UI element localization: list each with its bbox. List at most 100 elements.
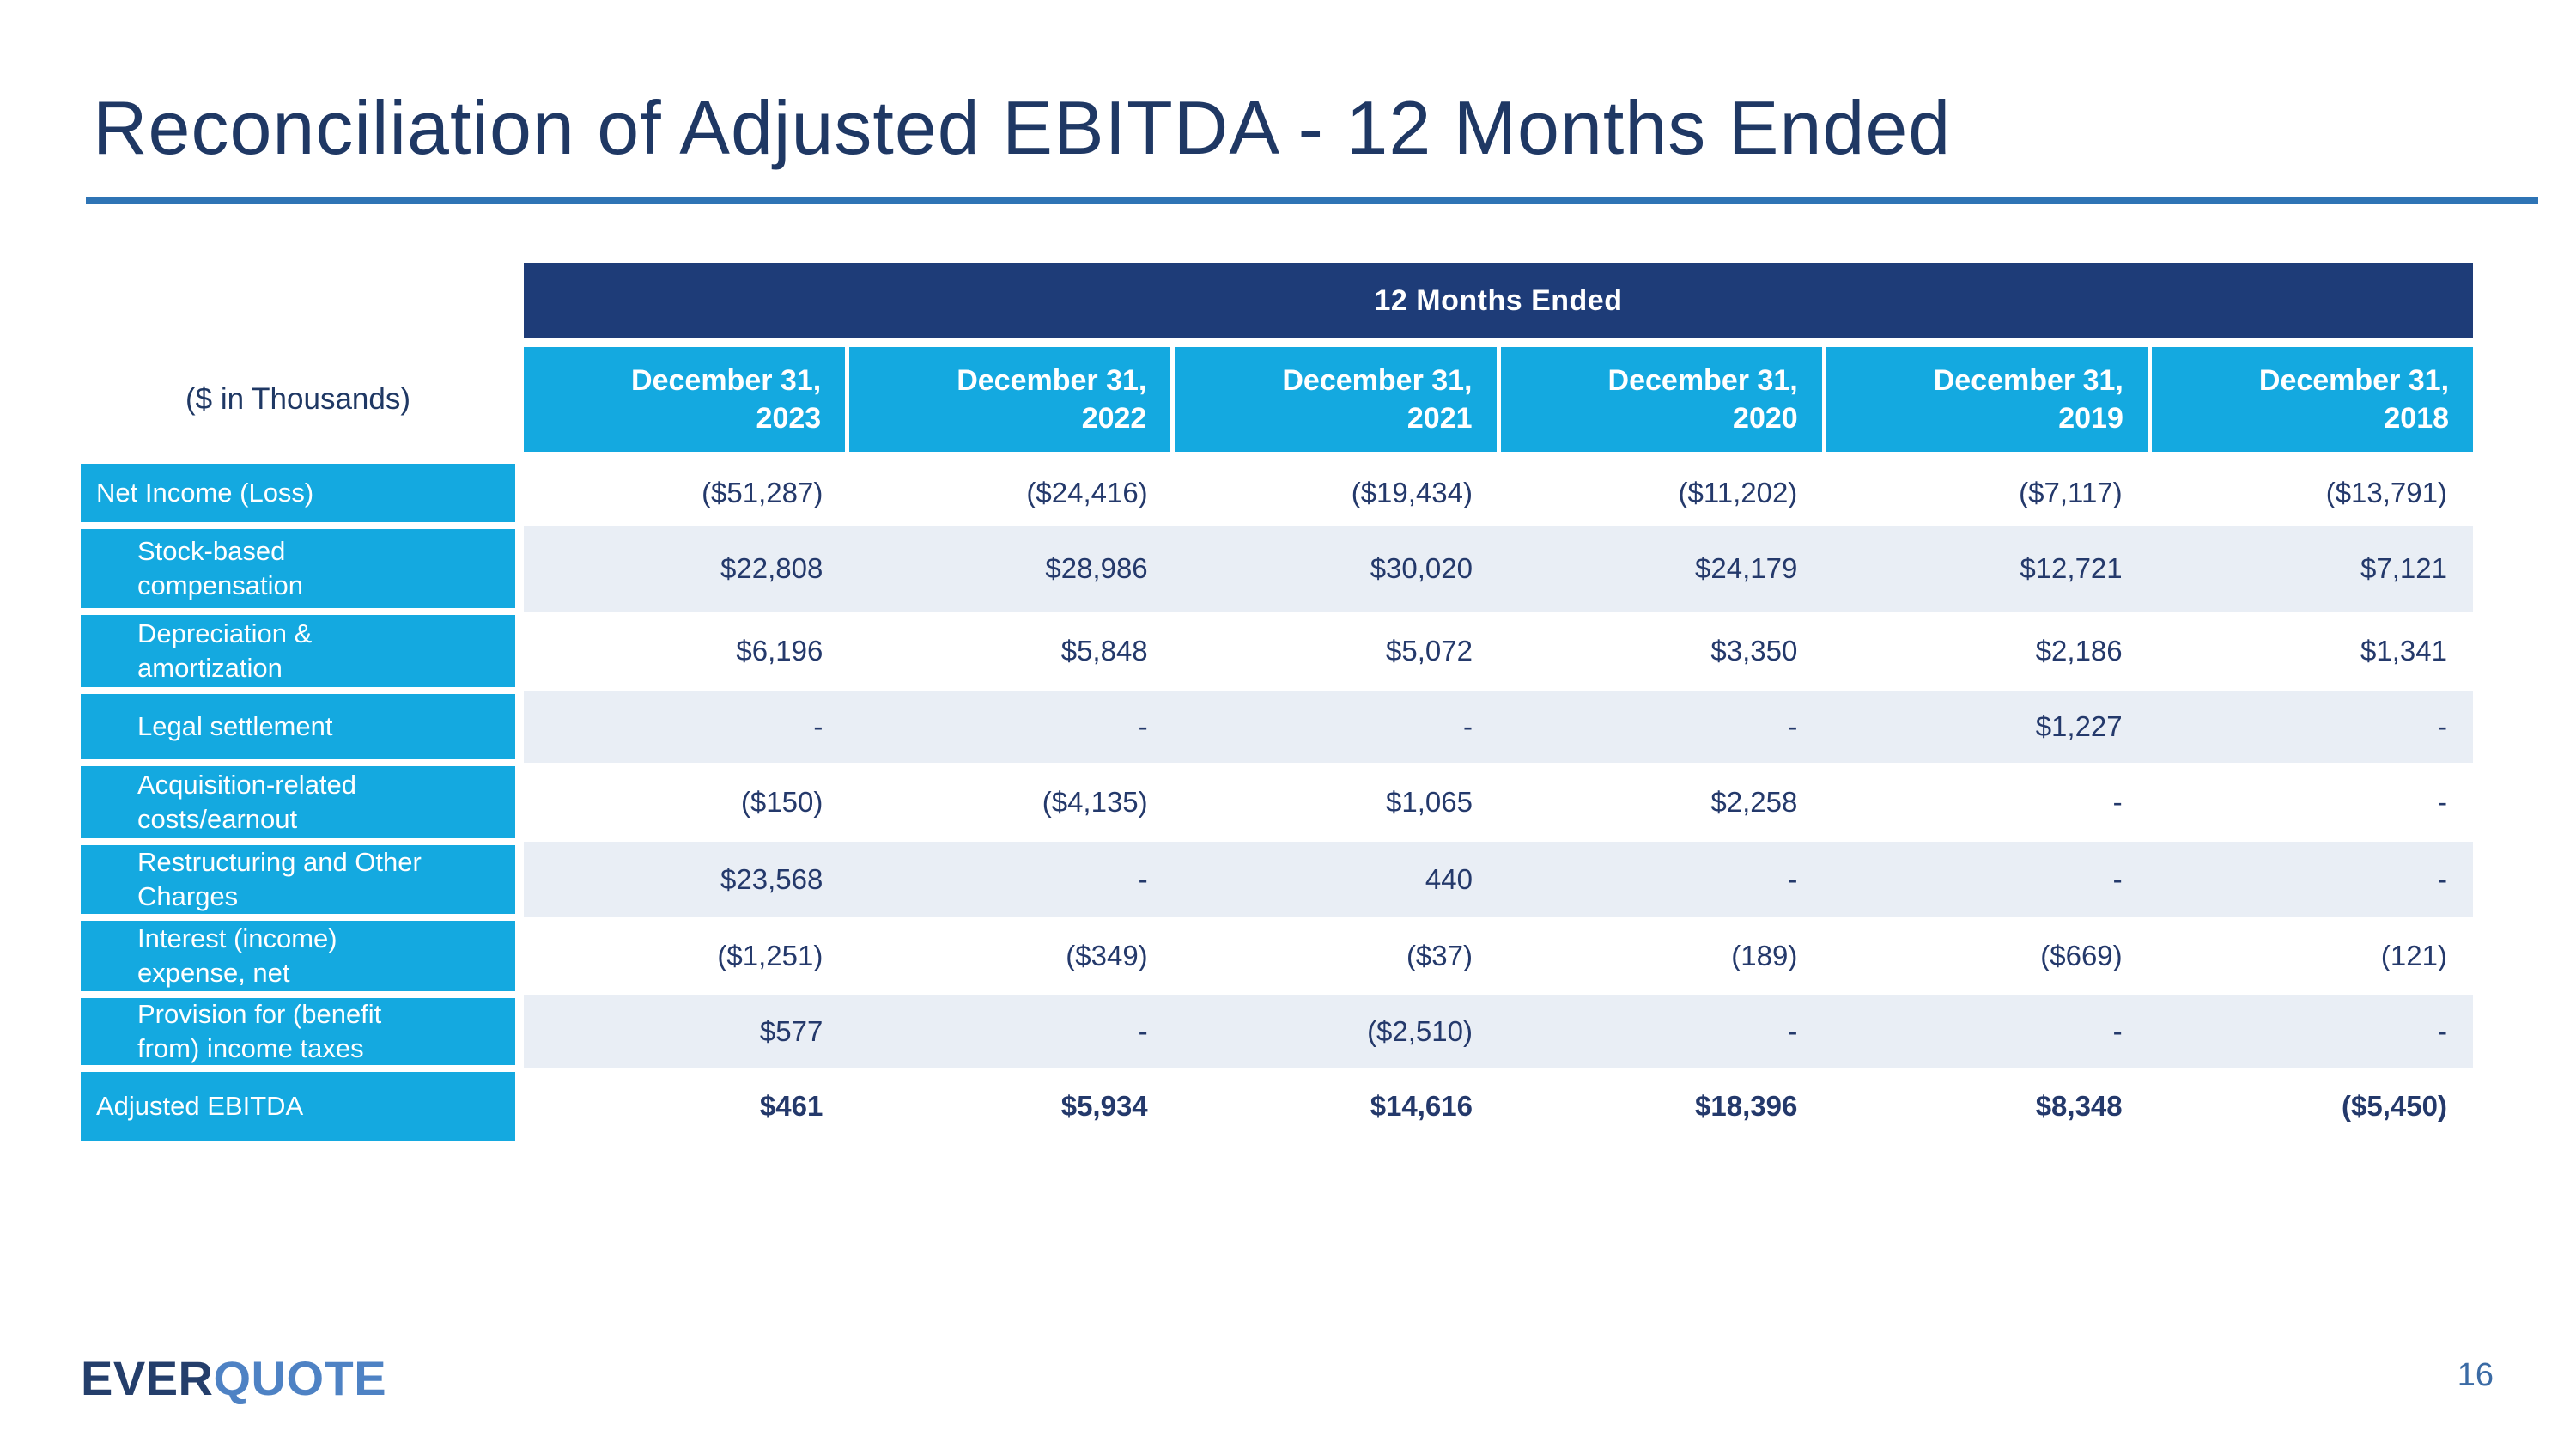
value-cell: -	[813, 710, 823, 742]
value-cell: ($24,416)	[1026, 477, 1148, 508]
value-cell: $1,065	[1386, 786, 1473, 818]
value-cell: ($1,251)	[717, 940, 823, 971]
value-cell: -	[2437, 786, 2447, 818]
column-header: December 31, 2018	[2151, 347, 2474, 452]
value-cell: $2,258	[1710, 786, 1798, 818]
row-label-cell: Legal settlement	[81, 694, 515, 759]
table-row: Legal settlement - - - - $1,227 -	[81, 691, 2473, 763]
value-cell: $6,196	[736, 635, 823, 667]
value-cell: $7,121	[2360, 552, 2447, 584]
value-cell: -	[1788, 1015, 1798, 1047]
logo-text-quote: QUOTE	[213, 1351, 387, 1405]
column-header: December 31, 2020	[1500, 347, 1822, 452]
column-headers: December 31, 2023 December 31, 2022 Decemb…	[524, 347, 2474, 452]
value-cell: $14,616	[1370, 1090, 1473, 1122]
value-cell: -	[1138, 710, 1148, 742]
page-number: 16	[2457, 1357, 2494, 1393]
table-row: Adjusted EBITDA $461 $5,934 $14,616 $18,396…	[81, 1068, 2473, 1144]
table-row: Stock-based compensation $22,808 $28,986 $…	[81, 526, 2473, 612]
value-cell: -	[2112, 863, 2123, 895]
value-cell: ($11,202)	[1678, 477, 1798, 508]
value-cell: ($19,434)	[1351, 477, 1473, 508]
value-cell: ($37)	[1406, 940, 1473, 971]
row-label-cell: Interest (income) expense, net	[81, 921, 515, 991]
value-cell: -	[2112, 1015, 2123, 1047]
table-row: Acquisition-related costs/earnout ($150)…	[81, 763, 2473, 842]
table-row: Net Income (Loss) ($51,287) ($24,416) ($19…	[81, 460, 2473, 526]
value-cell: ($2,510)	[1367, 1015, 1473, 1047]
row-label-cell: Adjusted EBITDA	[81, 1072, 515, 1141]
value-cell: -	[1138, 1015, 1148, 1047]
row-label-cell: Restructuring and Other Charges	[81, 845, 515, 914]
value-cell: $23,568	[720, 863, 823, 895]
row-values: $461 $5,934 $14,616 $18,396 $8,348 ($5,450)	[524, 1068, 2473, 1144]
value-cell: $2,186	[2035, 635, 2123, 667]
value-cell: ($51,287)	[702, 477, 823, 508]
value-cell: -	[2112, 786, 2123, 818]
column-header: December 31, 2023	[524, 347, 846, 452]
table-body: Net Income (Loss) ($51,287) ($24,416) ($19…	[81, 460, 2473, 1144]
value-cell: -	[1138, 863, 1148, 895]
table-header-row: ($ in Thousands) December 31, 2023 Decemb…	[81, 347, 2474, 452]
title-underline	[86, 197, 2538, 204]
value-cell: ($7,117)	[2019, 477, 2123, 508]
row-label-cell: Depreciation & amortization	[81, 615, 515, 687]
value-cell: -	[2437, 863, 2447, 895]
column-header: December 31, 2022	[849, 347, 1171, 452]
row-values: - - - - $1,227 -	[524, 691, 2473, 763]
value-cell: $577	[759, 1015, 823, 1047]
row-values: $577 - ($2,510) - - -	[524, 995, 2473, 1068]
units-label: ($ in Thousands)	[185, 382, 410, 416]
row-values: ($51,287) ($24,416) ($19,434) ($11,202) ($7,…	[524, 460, 2473, 526]
value-cell: $18,396	[1695, 1090, 1798, 1122]
value-cell: $5,934	[1060, 1090, 1148, 1122]
value-cell: $22,808	[720, 552, 823, 584]
row-label-cell: Acquisition-related costs/earnout	[81, 766, 515, 838]
value-cell: (189)	[1731, 940, 1798, 971]
table-banner: 12 Months Ended	[524, 263, 2473, 338]
value-cell: (121)	[2380, 940, 2447, 971]
table-row: Restructuring and Other Charges $23,568 -…	[81, 842, 2473, 917]
value-cell: $5,072	[1386, 635, 1473, 667]
value-cell: ($13,791)	[2325, 477, 2447, 508]
banner-gap	[81, 338, 2473, 347]
row-values: $22,808 $28,986 $30,020 $24,179 $12,721 $7,12…	[524, 526, 2473, 612]
value-cell: $30,020	[1370, 552, 1473, 584]
table-row: Provision for (benefit from) income taxe…	[81, 995, 2473, 1068]
value-cell: -	[1788, 863, 1798, 895]
row-label-cell: Net Income (Loss)	[81, 464, 515, 522]
value-cell: $12,721	[2020, 552, 2123, 584]
value-cell: $28,986	[1045, 552, 1148, 584]
ebitda-reconciliation-table: 12 Months Ended ($ in Thousands) Decembe…	[81, 263, 2474, 1144]
value-cell: -	[2437, 710, 2447, 742]
value-cell: $1,227	[2035, 710, 2123, 742]
page-title: Reconciliation of Adjusted EBITDA - 12 M…	[93, 85, 1952, 170]
value-cell: -	[1788, 710, 1798, 742]
value-cell: $461	[759, 1090, 823, 1122]
value-cell: $24,179	[1695, 552, 1798, 584]
value-cell: $3,350	[1710, 635, 1798, 667]
value-cell: ($669)	[2040, 940, 2123, 971]
row-label-cell: Stock-based compensation	[81, 529, 515, 608]
logo-text-ever: EVER	[81, 1351, 214, 1405]
value-cell: $1,341	[2360, 635, 2447, 667]
table-row: Depreciation & amortization $6,196 $5,848…	[81, 612, 2473, 691]
table-row: Interest (income) expense, net ($1,251)(…	[81, 917, 2473, 995]
row-values: $23,568 - 440 - - -	[524, 842, 2473, 917]
value-cell: ($349)	[1066, 940, 1148, 971]
header-gap	[81, 452, 2473, 460]
column-header: December 31, 2019	[1826, 347, 2148, 452]
value-cell: -	[1462, 710, 1473, 742]
row-label-cell: Provision for (benefit from) income taxe…	[81, 998, 515, 1065]
row-values: ($1,251) ($349) ($37) (189) ($669) (121)	[524, 917, 2473, 995]
value-cell: ($4,135)	[1042, 786, 1148, 818]
value-cell: 440	[1425, 863, 1473, 895]
value-cell: ($150)	[740, 786, 823, 818]
value-cell: ($5,450)	[2342, 1090, 2447, 1122]
everquote-logo: EVERQUOTE	[81, 1350, 386, 1406]
value-cell: -	[2437, 1015, 2447, 1047]
value-cell: $5,848	[1060, 635, 1148, 667]
value-cell: $8,348	[2035, 1090, 2123, 1122]
column-header: December 31, 2021	[1175, 347, 1497, 452]
